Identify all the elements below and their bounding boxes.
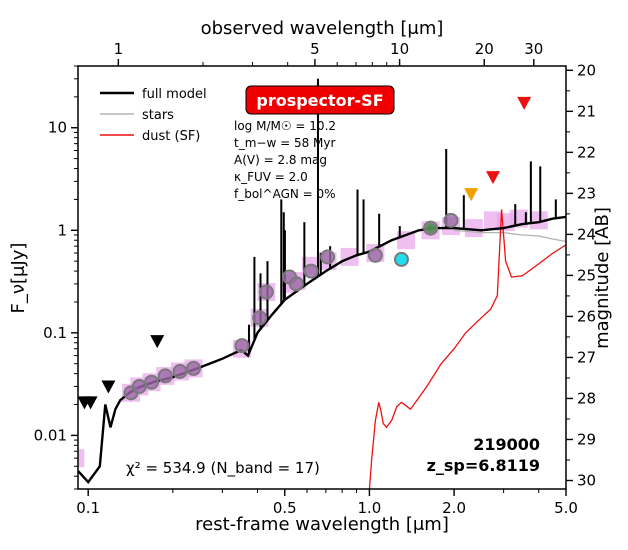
badge-box — [245, 85, 395, 115]
x-tick-label: 2.0 — [442, 499, 466, 517]
detection-point — [320, 249, 336, 265]
upper-limit-red — [485, 171, 500, 185]
model-band-markers — [78, 209, 548, 468]
legend-label-stars: stars — [142, 108, 174, 123]
y-tick-label: 10 — [48, 119, 67, 137]
top-axis-label: observed wavelength [μm] — [201, 18, 444, 39]
legend-label-full-model: full model — [142, 87, 207, 102]
y-tick-label: 1 — [57, 221, 67, 239]
axis-ticks: 0.1 0.5 1.0 2.0 5.0 1 5 10 20 30 0.01 0.1 1 10 20 21 22 2… — [34, 40, 597, 517]
y2-axis-label: magnitude [AB] — [592, 207, 613, 349]
mag-tick-label: 28 — [577, 389, 596, 407]
y-tick-label: 0.1 — [43, 324, 67, 342]
param-fagn: f_bol^AGN = 0% — [234, 187, 336, 201]
param-mass: log M/M☉ = 10.2 — [234, 119, 336, 133]
badge-label: prospector-SF — [256, 91, 383, 110]
x2-tick-label: 30 — [524, 40, 543, 58]
mag-tick-label: 27 — [577, 348, 596, 366]
y-tick-label: 0.01 — [34, 426, 67, 444]
mag-tick-label: 23 — [577, 184, 596, 202]
mag-tick-label: 21 — [577, 102, 596, 120]
detection-point-highlight — [425, 223, 436, 234]
stars-curve — [454, 229, 566, 243]
mag-tick-label: 29 — [577, 430, 596, 448]
outlier-point — [393, 251, 409, 267]
mag-tick-label: 20 — [577, 61, 596, 79]
x2-tick-label: 5 — [310, 40, 320, 58]
detection-point — [443, 212, 459, 228]
legend-label-dust: dust (SF) — [142, 129, 200, 144]
detection-point — [157, 368, 173, 384]
object-id: 219000 — [473, 435, 540, 454]
upper-limit-black — [101, 380, 116, 394]
parameter-block: log M/M☉ = 10.2 t_m−w = 58 Myr A(V) = 2.… — [234, 119, 336, 201]
x2-tick-label: 10 — [390, 40, 409, 58]
full-model-curve — [78, 215, 566, 484]
x-tick-label: 0.1 — [76, 499, 100, 517]
x2-tick-label: 20 — [475, 40, 494, 58]
detection-point — [186, 360, 202, 376]
detection-point — [172, 363, 188, 379]
x-tick-label: 0.5 — [273, 499, 297, 517]
detection-point — [258, 284, 274, 300]
mag-tick-label: 26 — [577, 307, 596, 325]
plot-area — [78, 78, 566, 489]
detection-point — [234, 338, 250, 354]
detection-point — [367, 247, 383, 263]
detection-point — [131, 378, 147, 394]
detection-point — [288, 276, 304, 292]
mag-tick-label: 24 — [577, 225, 596, 243]
x-axis-label: rest-frame wavelength [μm] — [195, 514, 449, 535]
detection-point — [303, 263, 319, 279]
detection-point — [252, 310, 268, 326]
mag-tick-label: 30 — [577, 472, 596, 490]
upper-limit-black — [150, 335, 165, 349]
upper-limit-red — [517, 96, 532, 110]
dust-curve — [368, 209, 566, 489]
plot-frame — [77, 65, 567, 490]
x-tick-label: 5.0 — [554, 499, 578, 517]
photometry-points — [78, 96, 532, 410]
x2-tick-label: 1 — [114, 40, 124, 58]
chi2-label: χ² = 534.9 (N_band = 17) — [126, 459, 320, 478]
detection-point — [144, 374, 160, 390]
mag-tick-label: 22 — [577, 143, 596, 161]
param-av: A(V) = 2.8 mag — [234, 153, 327, 167]
model-band-marker — [78, 449, 85, 468]
legend: full model stars dust (SF) — [100, 87, 207, 144]
param-age: t_m−w = 58 Myr — [234, 136, 335, 150]
upper-limit-black — [83, 396, 98, 410]
upper-limit-orange — [464, 188, 479, 202]
mag-tick-label: 25 — [577, 266, 596, 284]
param-kappa: κ_FUV = 2.0 — [234, 170, 308, 184]
x-tick-label: 1.0 — [357, 499, 381, 517]
model-band-marker — [529, 211, 548, 230]
y-axis-label: F_ν[μJy] — [8, 243, 29, 314]
prospector-badge: prospector-SF — [245, 85, 395, 115]
redshift-label: z_sp=6.8119 — [427, 456, 540, 475]
